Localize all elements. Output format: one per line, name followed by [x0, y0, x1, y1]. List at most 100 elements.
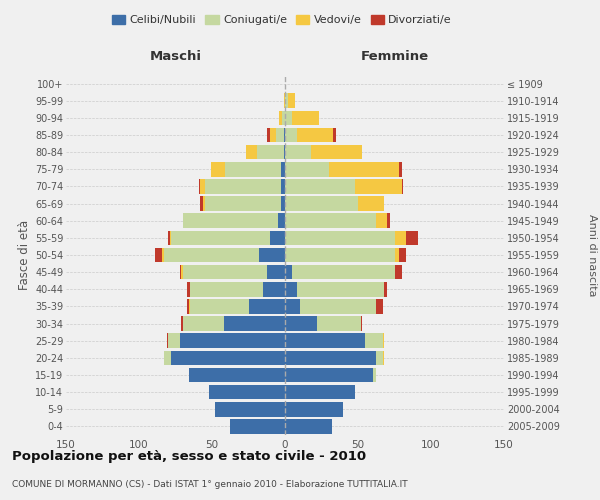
- Text: Maschi: Maschi: [149, 50, 202, 63]
- Bar: [248, 299, 285, 314]
- Bar: [285, 282, 296, 296]
- Bar: [190, 282, 263, 296]
- Bar: [230, 419, 285, 434]
- Bar: [257, 145, 284, 160]
- Bar: [284, 94, 285, 108]
- Bar: [271, 128, 276, 142]
- Bar: [376, 350, 383, 365]
- Bar: [263, 282, 285, 296]
- Bar: [285, 179, 355, 194]
- Bar: [183, 265, 268, 280]
- Bar: [285, 385, 355, 400]
- Text: Femmine: Femmine: [361, 50, 428, 63]
- Bar: [276, 128, 284, 142]
- Y-axis label: Fasce di età: Fasce di età: [17, 220, 31, 290]
- Bar: [384, 282, 387, 296]
- Bar: [211, 162, 225, 176]
- Bar: [361, 316, 362, 331]
- Bar: [170, 230, 171, 245]
- Bar: [395, 248, 399, 262]
- Bar: [285, 196, 358, 211]
- Bar: [180, 334, 285, 348]
- Bar: [285, 128, 296, 142]
- Bar: [373, 368, 376, 382]
- Bar: [188, 299, 190, 314]
- Legend: Celibi/Nubili, Coniugati/e, Vedovi/e, Divorziati/e: Celibi/Nubili, Coniugati/e, Vedovi/e, Di…: [107, 10, 457, 30]
- Bar: [167, 334, 168, 348]
- Text: Popolazione per età, sesso e stato civile - 2010: Popolazione per età, sesso e stato civil…: [12, 450, 366, 463]
- Bar: [399, 162, 402, 176]
- Bar: [406, 230, 418, 245]
- Bar: [285, 94, 288, 108]
- Bar: [205, 179, 281, 194]
- Bar: [171, 230, 271, 245]
- Bar: [299, 299, 376, 314]
- Bar: [168, 230, 170, 245]
- Bar: [259, 248, 285, 262]
- Bar: [317, 316, 361, 331]
- Bar: [285, 162, 329, 176]
- Bar: [163, 248, 164, 262]
- Bar: [164, 248, 259, 262]
- Bar: [399, 248, 406, 262]
- Bar: [376, 299, 383, 314]
- Bar: [209, 385, 285, 400]
- Bar: [199, 179, 200, 194]
- Bar: [285, 334, 365, 348]
- Bar: [383, 334, 384, 348]
- Bar: [279, 110, 282, 125]
- Bar: [203, 196, 205, 211]
- Bar: [395, 230, 406, 245]
- Bar: [188, 368, 285, 382]
- Bar: [164, 350, 171, 365]
- Bar: [224, 316, 285, 331]
- Bar: [285, 248, 395, 262]
- Bar: [268, 265, 285, 280]
- Bar: [183, 214, 278, 228]
- Bar: [281, 196, 285, 211]
- Bar: [296, 128, 333, 142]
- Bar: [187, 282, 190, 296]
- Bar: [285, 299, 299, 314]
- Bar: [190, 299, 248, 314]
- Bar: [285, 368, 373, 382]
- Bar: [296, 282, 384, 296]
- Bar: [225, 162, 281, 176]
- Bar: [285, 265, 292, 280]
- Bar: [268, 128, 271, 142]
- Bar: [181, 265, 183, 280]
- Bar: [311, 145, 362, 160]
- Bar: [245, 145, 257, 160]
- Bar: [181, 316, 183, 331]
- Bar: [284, 128, 285, 142]
- Bar: [200, 179, 205, 194]
- Bar: [285, 419, 332, 434]
- Bar: [284, 145, 285, 160]
- Bar: [365, 334, 383, 348]
- Text: COMUNE DI MORMANNO (CS) - Dati ISTAT 1° gennaio 2010 - Elaborazione TUTTITALIA.I: COMUNE DI MORMANNO (CS) - Dati ISTAT 1° …: [12, 480, 407, 489]
- Bar: [282, 110, 285, 125]
- Bar: [285, 316, 317, 331]
- Bar: [285, 402, 343, 416]
- Bar: [387, 214, 390, 228]
- Bar: [281, 179, 285, 194]
- Bar: [292, 110, 319, 125]
- Bar: [271, 230, 285, 245]
- Bar: [395, 265, 402, 280]
- Bar: [285, 230, 395, 245]
- Bar: [358, 196, 384, 211]
- Bar: [187, 299, 188, 314]
- Bar: [171, 350, 285, 365]
- Bar: [200, 196, 203, 211]
- Bar: [329, 162, 399, 176]
- Bar: [278, 214, 285, 228]
- Bar: [285, 350, 376, 365]
- Bar: [281, 162, 285, 176]
- Bar: [285, 214, 376, 228]
- Bar: [333, 128, 336, 142]
- Bar: [355, 179, 402, 194]
- Bar: [183, 316, 224, 331]
- Bar: [285, 110, 292, 125]
- Bar: [292, 265, 395, 280]
- Bar: [155, 248, 163, 262]
